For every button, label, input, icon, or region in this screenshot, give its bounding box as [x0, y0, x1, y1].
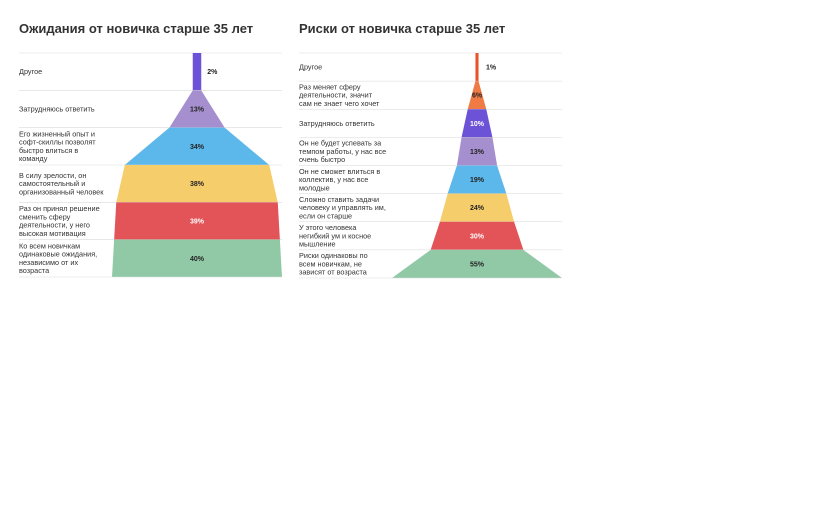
funnel-segment	[475, 53, 479, 82]
chart-title: Ожидания от новичка старше 35 лет	[19, 21, 254, 36]
category-label: Он не будет успевать за темпом работы, у …	[299, 139, 386, 164]
category-label: Раз он принял решение сменить сферу деятел…	[19, 204, 100, 238]
expectations-funnel-svg: Другое 2% Затрудняюсь ответить 13% Его жизне…	[19, 52, 282, 278]
value-label: 13%	[190, 107, 205, 114]
value-label: 6%	[472, 93, 483, 100]
category-label: Он не сможет влиться в коллектив, у нас в…	[299, 167, 380, 192]
value-label: 10%	[470, 121, 485, 128]
funnel-segment	[447, 165, 507, 194]
value-label: 38%	[190, 181, 205, 188]
category-label: Его жизненный опыт и софт-скиллы позволят…	[19, 130, 96, 164]
category-label: Сложно ставить задачи человеку и управлят…	[299, 195, 386, 220]
chart-title: Риски от новичка старше 35 лет	[299, 21, 506, 36]
value-label: 39%	[190, 219, 205, 226]
value-label: 19%	[470, 177, 485, 184]
category-label: Другое	[19, 67, 42, 76]
category-label: Другое	[299, 63, 322, 72]
funnel-segment	[112, 239, 282, 277]
category-label: Раз меняет сферу деятельности, значит сам …	[299, 82, 380, 107]
value-label: 40%	[190, 256, 205, 263]
funnel-segment	[392, 249, 562, 278]
category-label: Ко всем новичкам одинаковые ожидания, неза…	[19, 242, 97, 276]
value-label: 13%	[470, 149, 485, 156]
category-label: Затрудняюсь ответить	[19, 105, 95, 114]
funnel-segment	[116, 165, 278, 203]
value-label: 30%	[470, 233, 485, 240]
value-label: 1%	[486, 65, 497, 72]
category-label: Риски одинаковы по всем новичкам, не завис…	[299, 251, 368, 276]
value-label: 24%	[470, 205, 485, 212]
value-label: 55%	[470, 261, 485, 268]
funnel-segment	[461, 109, 493, 138]
funnel-segment	[456, 137, 498, 166]
funnel-segment	[114, 202, 280, 240]
funnel-segment	[430, 221, 524, 250]
category-label: Затрудняюсь ответить	[299, 119, 375, 128]
expectations-funnel-chart: Ожидания от новичка старше 35 лет Другое…	[0, 0, 400, 528]
funnel-segment	[124, 127, 270, 165]
category-label: У этого человека негибкий ум и косное мышл…	[299, 223, 371, 248]
category-label: В силу зрелости, он самостоятельный и орга…	[19, 171, 104, 196]
value-label: 2%	[207, 69, 218, 76]
funnel-segment	[467, 81, 487, 110]
funnel-segment	[192, 53, 202, 91]
funnel-segment	[169, 90, 225, 128]
funnel-segment	[439, 193, 515, 222]
value-label: 34%	[190, 144, 205, 151]
